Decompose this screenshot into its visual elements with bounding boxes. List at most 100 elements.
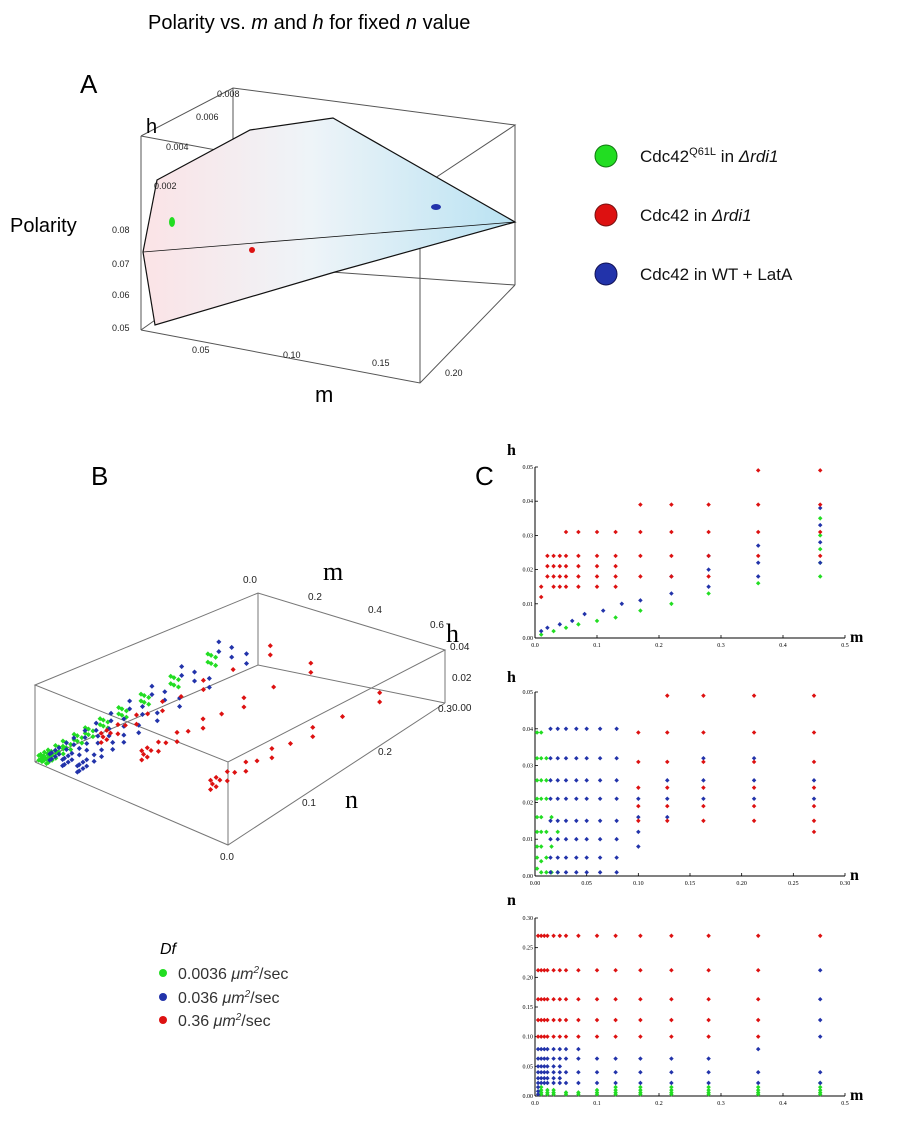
data-point [267, 652, 273, 658]
data-point [310, 724, 316, 730]
data-point [555, 796, 560, 801]
data-point [706, 1017, 711, 1023]
data-point [811, 818, 817, 824]
data-point [538, 778, 544, 783]
panel-b-h-tick: 0.00 [452, 703, 472, 714]
data-point [563, 584, 569, 589]
data-point [574, 755, 579, 761]
y-tick-label: 0.20 [523, 975, 534, 981]
data-point [817, 546, 823, 552]
data-point [139, 757, 145, 763]
data-point [76, 745, 82, 751]
data-point [614, 726, 619, 732]
data-point [243, 768, 249, 774]
data-point [817, 533, 823, 538]
data-point [582, 611, 587, 617]
data-point [817, 505, 823, 511]
legend-a-item: Cdc42 in Δrdi1 [640, 206, 752, 225]
series-0.0036 [534, 730, 560, 875]
data-point [229, 654, 235, 660]
data-point [755, 560, 761, 566]
panel-a-h-tick: 0.004 [166, 142, 189, 152]
panel-a-marker-green [169, 217, 175, 227]
data-point [136, 730, 142, 736]
legend-b-swatch-blue [159, 993, 167, 1001]
data-point [706, 591, 711, 596]
series-0.36 [535, 933, 823, 1039]
data-point [701, 796, 706, 801]
data-point [551, 1080, 556, 1086]
data-point [811, 829, 817, 835]
data-point [544, 796, 549, 801]
data-point [817, 1017, 823, 1023]
data-point [576, 1070, 581, 1075]
data-point [811, 778, 817, 783]
panel-b-series-0.0036 [36, 651, 219, 767]
data-point [563, 755, 569, 761]
panel-b-m-tick: 0.2 [308, 592, 322, 603]
data-point [584, 818, 589, 824]
data-point [538, 1084, 544, 1090]
panel-b-n-tick: 0.1 [302, 798, 316, 809]
data-point [706, 1090, 711, 1095]
data-point [574, 836, 579, 842]
data-point [638, 1034, 643, 1039]
panel-a-z-tick: 0.05 [112, 323, 130, 333]
data-point [557, 563, 563, 569]
y-tick-label: 0.00 [523, 1094, 534, 1100]
data-point [191, 669, 198, 675]
data-point [551, 628, 556, 634]
data-point [71, 742, 77, 748]
data-point [594, 584, 600, 589]
figure-title: Polarity vs. m and h for fixed n value [148, 12, 470, 34]
data-point [751, 796, 757, 801]
data-point [91, 752, 97, 758]
x-tick-label: 0.2 [655, 1101, 663, 1107]
panel-c-label: C [475, 461, 494, 491]
data-point [563, 855, 569, 860]
panel-a-m-tick: 0.15 [372, 358, 390, 368]
data-point [377, 690, 383, 696]
data-point [817, 553, 823, 559]
data-point [706, 502, 711, 507]
data-point [557, 1046, 563, 1052]
data-point [669, 997, 674, 1002]
data-point [538, 1070, 544, 1075]
data-point [755, 574, 761, 579]
x-tick-label: 0.4 [779, 643, 787, 649]
data-point [706, 1084, 711, 1090]
data-point [619, 601, 625, 607]
data-point [817, 539, 823, 545]
data-point [597, 726, 603, 732]
series-0.036 [548, 726, 817, 875]
legend-a-item: Cdc42Q61L in Δrdi1 [640, 146, 779, 166]
legend-a-swatch-blue [594, 262, 618, 286]
panel-a-z-tick: 0.06 [112, 290, 130, 300]
data-point [557, 1080, 563, 1086]
data-point [701, 803, 706, 809]
data-point [817, 1090, 823, 1095]
panel-a-m-tick: 0.05 [192, 345, 210, 355]
data-point [574, 778, 579, 783]
data-point [638, 997, 643, 1002]
data-point [755, 1087, 761, 1093]
data-point [548, 778, 553, 783]
data-point [548, 726, 553, 732]
data-point [669, 529, 674, 535]
panel-b-h-axis-label: h [446, 619, 459, 648]
data-point [557, 1034, 563, 1039]
data-point [535, 1091, 541, 1097]
y-tick-label: 0.00 [523, 874, 534, 880]
data-point [614, 870, 619, 875]
x-tick-label: 0.3 [717, 643, 725, 649]
data-point [597, 755, 603, 761]
data-point [613, 584, 618, 589]
data-point [701, 778, 706, 783]
data-point [538, 1046, 544, 1052]
legend-b-swatch-red [159, 1016, 167, 1024]
data-point [563, 1017, 569, 1023]
data-point [557, 1056, 563, 1061]
data-point [557, 622, 563, 627]
data-point [817, 516, 823, 521]
data-point [544, 870, 549, 875]
